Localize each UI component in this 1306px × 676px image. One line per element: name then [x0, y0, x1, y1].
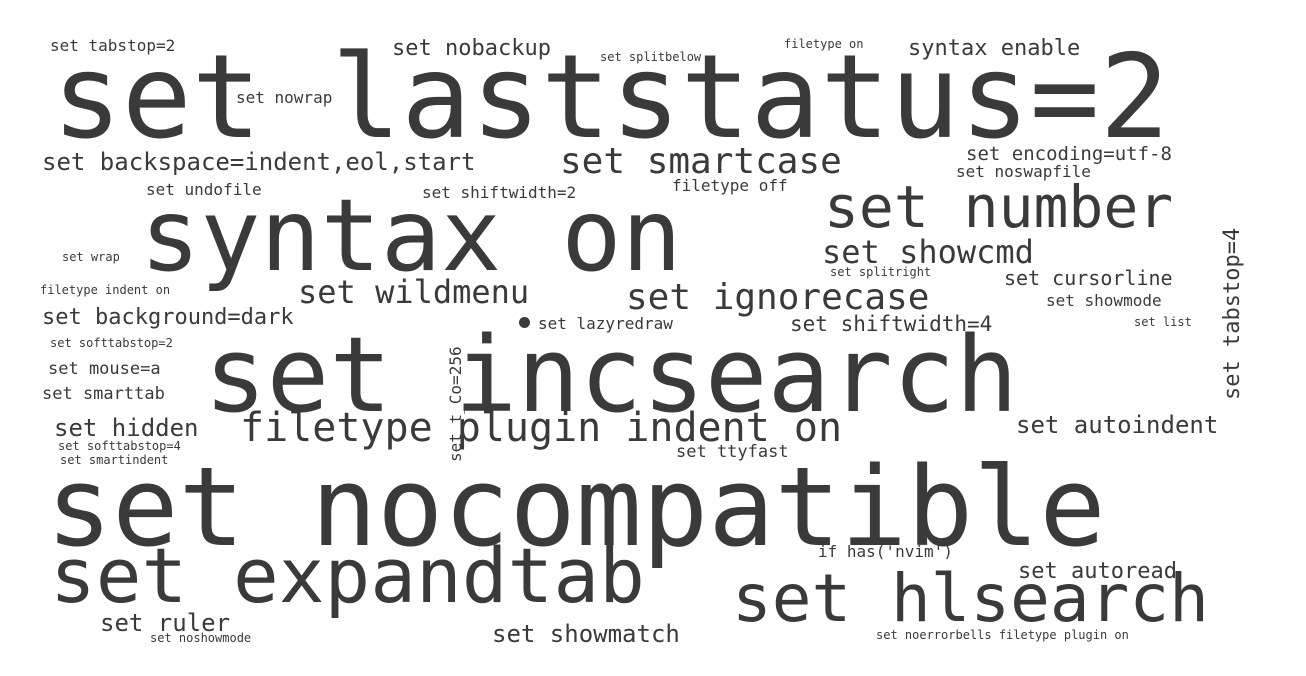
word-set-undofile: set undofile — [146, 180, 262, 199]
word-set-lazyredraw: set lazyredraw — [538, 314, 673, 333]
word-set-smarttab: set smarttab — [42, 384, 165, 404]
word-syntax-on: syntax on — [140, 177, 682, 294]
word-set-t-co-256: set t_Co=256 — [446, 346, 465, 462]
word-set-noshowmode: set noshowmode — [150, 631, 252, 645]
word-if-has-nvim: if has('nvim') — [818, 542, 953, 561]
word-set-wrap: set wrap — [62, 250, 120, 264]
word-set-number: set number — [824, 173, 1174, 241]
word-set-mouse-a: set mouse=a — [48, 359, 161, 379]
word-set-nobackup: set nobackup — [392, 36, 551, 61]
word-filetype-off: filetype off — [672, 176, 788, 195]
word-set-hidden: set hidden — [54, 414, 199, 442]
word-filetype-indent-on: filetype indent on — [40, 283, 171, 297]
bullet-dot — [519, 317, 530, 328]
word-set-nocompatible: set nocompatible — [46, 443, 1106, 571]
word-set-softtabstop-2: set softtabstop=2 — [50, 336, 173, 350]
word-set-tabstop-4: set tabstop=4 — [1220, 227, 1245, 400]
word-set-encoding: set encoding=utf-8 — [966, 143, 1172, 165]
word-set-ttyfast: set ttyfast — [676, 442, 789, 462]
word-set-ruler: set ruler — [100, 609, 231, 637]
word-set-showmode: set showmode — [1046, 291, 1162, 310]
word-set-splitbelow: set splitbelow — [600, 50, 702, 64]
word-set-wildmenu: set wildmenu — [298, 273, 530, 311]
word-filetype-plugin-indent-on: filetype plugin indent on — [240, 405, 843, 451]
word-set-autoread: set autoread — [1018, 559, 1177, 584]
word-set-showcmd: set showcmd — [822, 233, 1034, 271]
word-set-hlsearch: set hlsearch — [732, 560, 1209, 637]
word-set-autoindent: set autoindent — [1016, 411, 1219, 439]
word-set-shiftwidth-2: set shiftwidth=2 — [422, 183, 577, 202]
word-set-list: set list — [1134, 315, 1192, 329]
word-set-laststatus: set laststatus=2 — [52, 30, 1170, 165]
word-set-softtabstop-4: set softtabstop=4 — [58, 439, 181, 453]
word-set-shiftwidth-4: set shiftwidth=4 — [790, 312, 993, 336]
word-set-smartcase: set smartcase — [560, 141, 842, 182]
word-set-background-dark: set background=dark — [42, 305, 294, 330]
word-set-splitright: set splitright — [830, 265, 932, 279]
word-set-backspace: set backspace=indent,eol,start — [42, 148, 476, 176]
word-set-tabstop-2: set tabstop=2 — [50, 36, 176, 55]
word-set-cursorline: set cursorline — [1004, 266, 1173, 290]
word-set-nowrap: set nowrap — [236, 88, 333, 107]
word-filetype-on: filetype on — [784, 37, 864, 51]
word-set-smartindent: set smartindent — [60, 453, 169, 467]
word-set-expandtab: set expandtab — [50, 531, 645, 620]
word-syntax-enable: syntax enable — [908, 36, 1081, 61]
word-set-noerrorbells-filetype-plugin-on: set noerrorbells filetype plugin on — [876, 628, 1129, 642]
word-set-incsearch: set incsearch — [204, 314, 1018, 436]
word-set-showmatch: set showmatch — [492, 620, 680, 648]
word-set-ignorecase: set ignorecase — [626, 277, 930, 318]
word-set-noswapfile: set noswapfile — [956, 162, 1091, 181]
